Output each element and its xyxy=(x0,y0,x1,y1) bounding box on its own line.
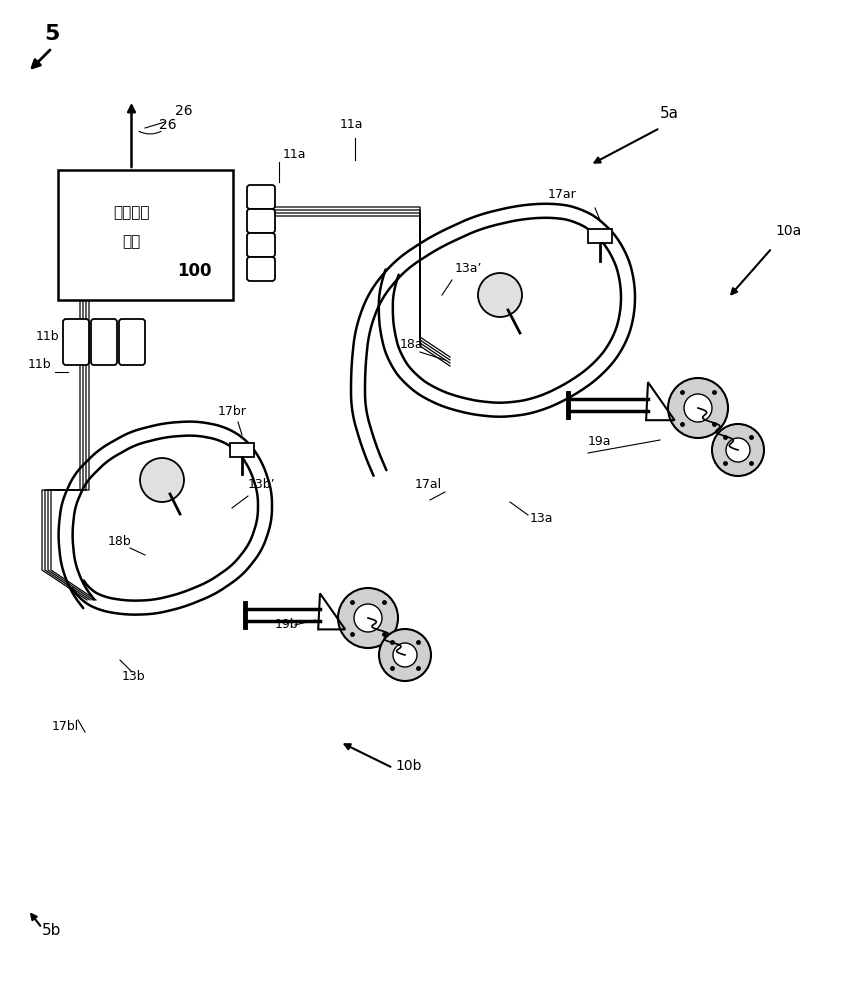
Text: 18a: 18a xyxy=(400,338,423,351)
Text: 17al: 17al xyxy=(415,478,441,491)
Text: 器件: 器件 xyxy=(122,234,141,249)
Text: 5: 5 xyxy=(44,24,60,44)
FancyBboxPatch shape xyxy=(247,185,274,209)
Circle shape xyxy=(354,604,382,632)
Bar xyxy=(58,170,233,300)
Circle shape xyxy=(683,394,711,422)
FancyBboxPatch shape xyxy=(119,319,145,365)
Bar xyxy=(587,229,611,243)
Circle shape xyxy=(140,458,184,502)
Text: 13b’: 13b’ xyxy=(248,478,275,491)
Circle shape xyxy=(711,424,763,476)
Circle shape xyxy=(378,629,430,681)
Text: 11a: 11a xyxy=(340,118,363,131)
Text: 10a: 10a xyxy=(774,224,800,238)
Text: 10b: 10b xyxy=(394,759,421,773)
FancyBboxPatch shape xyxy=(91,319,117,365)
Text: 11b: 11b xyxy=(28,358,52,371)
FancyBboxPatch shape xyxy=(247,257,274,281)
Circle shape xyxy=(337,588,398,648)
FancyBboxPatch shape xyxy=(247,209,274,233)
Text: 13a’: 13a’ xyxy=(454,262,482,275)
Text: 19a: 19a xyxy=(587,435,611,448)
Circle shape xyxy=(393,643,417,667)
Circle shape xyxy=(725,438,749,462)
Text: 13a: 13a xyxy=(529,512,553,525)
Text: 5a: 5a xyxy=(659,106,678,121)
Text: 26: 26 xyxy=(159,118,177,132)
Text: 17br: 17br xyxy=(218,405,246,418)
Circle shape xyxy=(477,273,521,317)
Text: 17bl: 17bl xyxy=(52,720,79,733)
Text: 13b: 13b xyxy=(122,670,146,683)
Text: 5b: 5b xyxy=(42,923,61,938)
Circle shape xyxy=(667,378,727,438)
Text: 18b: 18b xyxy=(108,535,131,548)
Text: 26: 26 xyxy=(175,104,193,118)
Text: 计量电子: 计量电子 xyxy=(113,205,150,220)
FancyBboxPatch shape xyxy=(63,319,89,365)
Text: 19b: 19b xyxy=(274,618,298,631)
FancyBboxPatch shape xyxy=(247,233,274,257)
Text: 11b: 11b xyxy=(36,330,60,343)
Text: 17ar: 17ar xyxy=(547,188,576,201)
Bar xyxy=(230,443,254,457)
Text: 100: 100 xyxy=(177,262,211,280)
Text: 11a: 11a xyxy=(283,148,306,161)
